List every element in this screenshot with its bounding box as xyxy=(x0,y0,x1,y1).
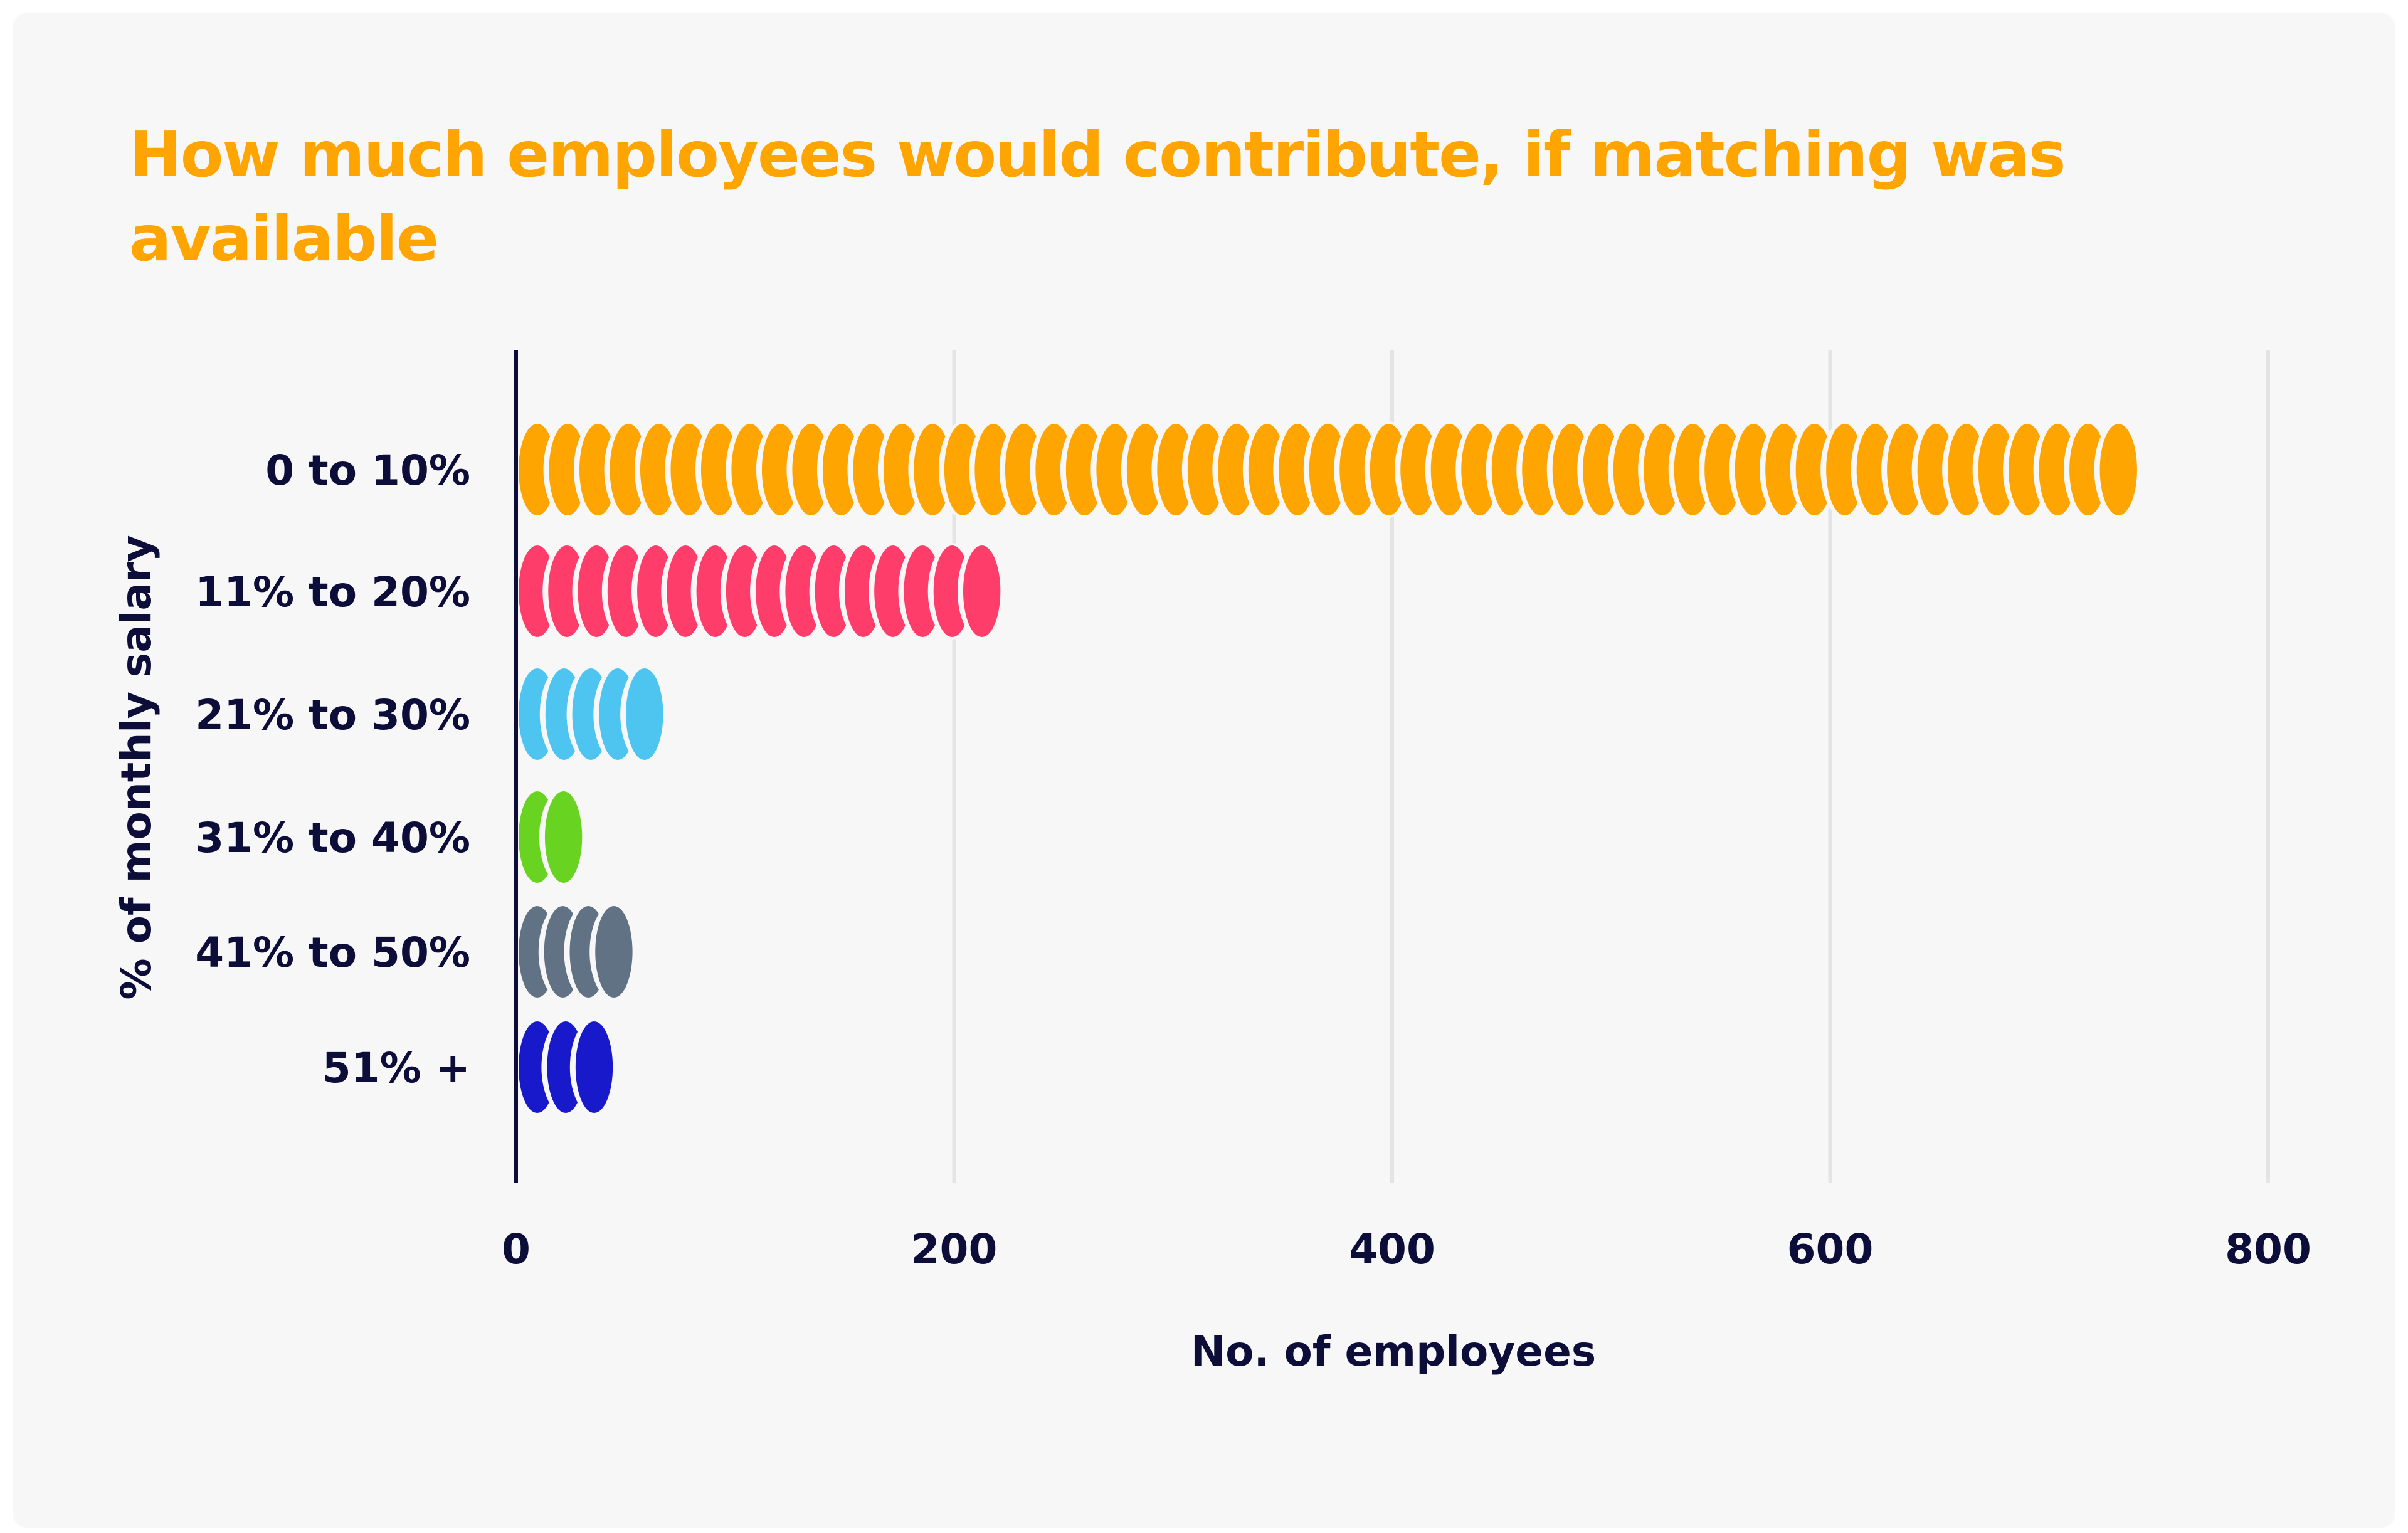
bar xyxy=(519,903,638,1000)
bar xyxy=(519,789,588,885)
x-tick-label: 800 xyxy=(2225,1225,2311,1273)
category-label: 0 to 10% xyxy=(265,446,470,495)
chart-title: How much employees would contribute, if … xyxy=(129,118,2066,275)
bar xyxy=(519,1019,619,1115)
coin-mark xyxy=(963,545,1001,637)
x-tick-labels: 0 200 400 600 800 xyxy=(502,1225,2311,1273)
category-label: 41% to 50% xyxy=(195,929,470,977)
coin-mark xyxy=(626,668,663,760)
bar xyxy=(519,543,1006,640)
coin-mark xyxy=(575,1021,613,1113)
coin-mark xyxy=(2099,424,2137,515)
bar xyxy=(519,421,2143,518)
x-tick-label: 0 xyxy=(502,1225,531,1273)
chart-card xyxy=(13,13,2395,1528)
bars xyxy=(519,421,2143,1115)
x-tick-label: 400 xyxy=(1349,1225,1435,1273)
category-label: 21% to 30% xyxy=(195,691,470,739)
category-labels: 0 to 10% 11% to 20% 21% to 30% 31% to 40% 41… xyxy=(195,446,470,1092)
y-axis-label: % of monthly salary xyxy=(112,535,161,1000)
bar xyxy=(519,666,669,762)
x-axis-label: No. of employees xyxy=(1191,1327,1596,1376)
coin-mark xyxy=(595,906,633,998)
category-label: 31% to 40% xyxy=(195,814,470,862)
x-tick-label: 200 xyxy=(911,1225,998,1273)
category-label: 11% to 20% xyxy=(195,568,470,616)
coin-mark xyxy=(544,791,583,883)
x-tick-label: 600 xyxy=(1787,1225,1874,1273)
category-label: 51% + xyxy=(322,1044,470,1092)
